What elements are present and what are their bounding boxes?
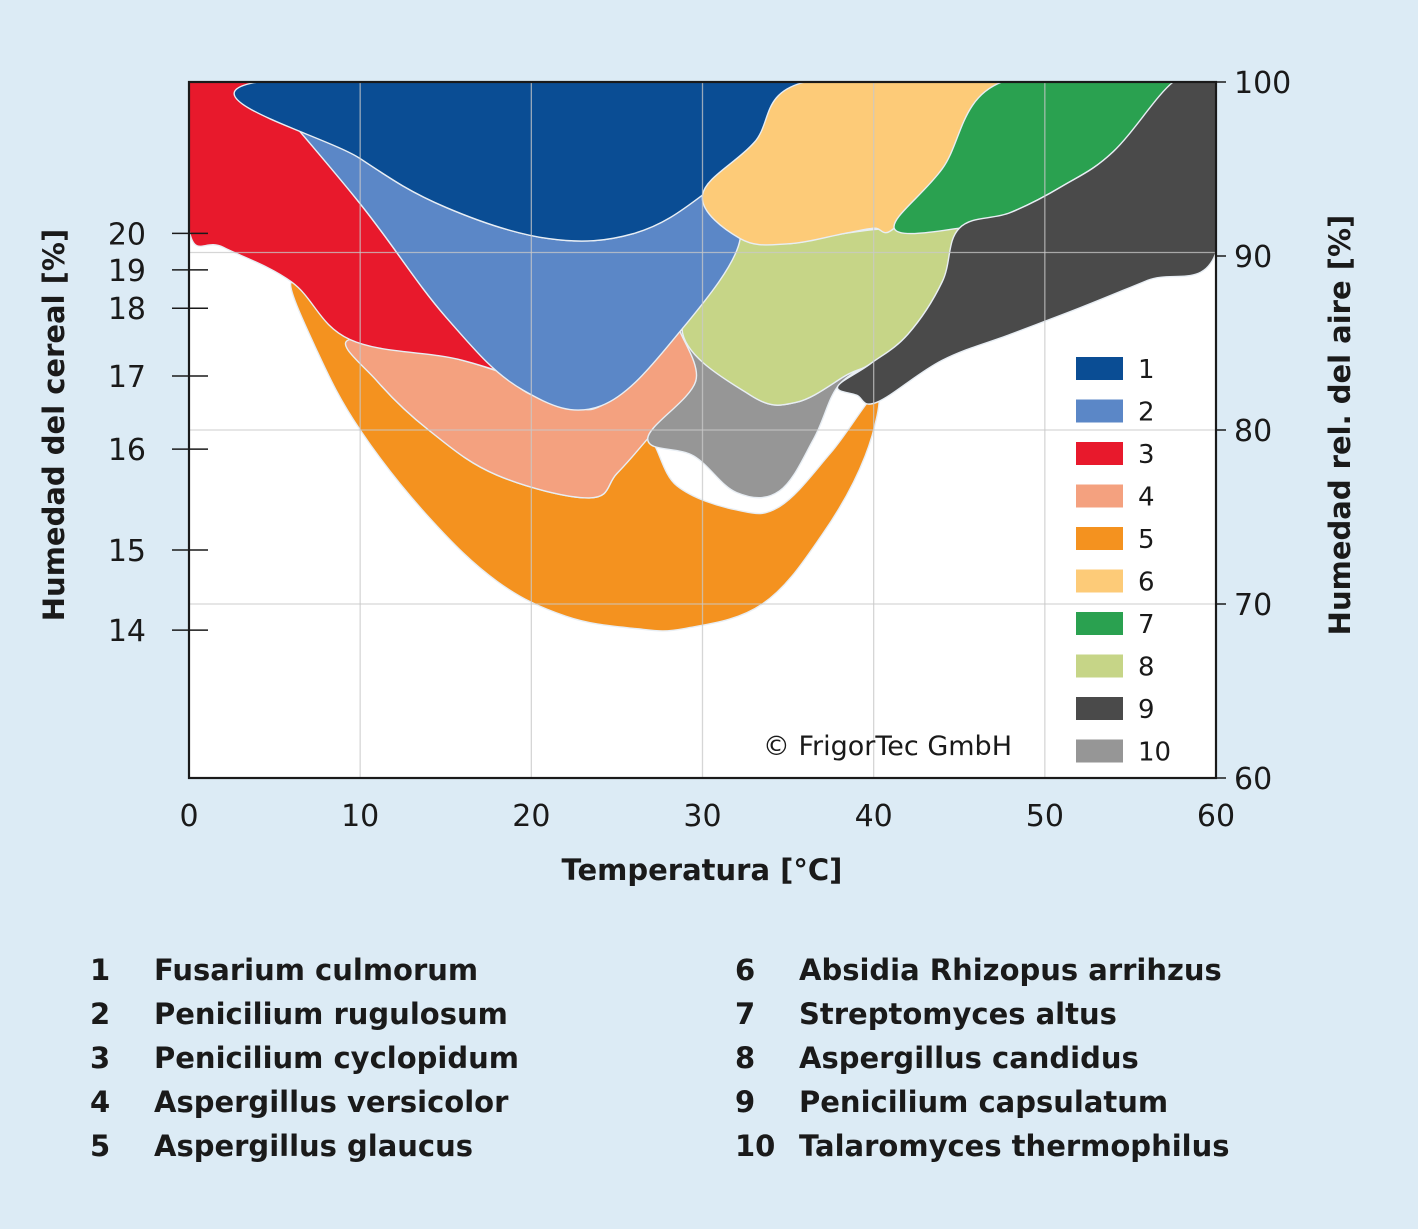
species-column-left: 1 Fusarium culmorum 2 Penicilium rugulosum… <box>90 948 519 1168</box>
x-tick-label: 40 <box>855 799 893 834</box>
x-tick-label: 60 <box>1197 799 1235 834</box>
species-name: Aspergillus candidus <box>799 1041 1139 1075</box>
left-tick-label: 16 <box>108 433 146 468</box>
legend-label: 6 <box>1138 568 1155 598</box>
grid-lines <box>189 82 1216 778</box>
species-item: 10 Talaromyces thermophilus <box>735 1124 1230 1168</box>
species-number: 5 <box>90 1129 111 1163</box>
left-tick-label: 19 <box>108 254 146 289</box>
species-name: Streptomyces altus <box>799 997 1117 1031</box>
legend: 1 2 3 4 5 6 7 8 9 10 <box>1076 355 1171 768</box>
right-tick-label: 90 <box>1234 240 1272 275</box>
legend-label: 8 <box>1138 653 1155 683</box>
x-tick-label: 30 <box>683 799 721 834</box>
species-item: 6 Absidia Rhizopus arrihzus <box>735 948 1230 992</box>
legend-swatch <box>1076 484 1123 508</box>
x-tick-label: 0 <box>179 799 198 834</box>
legend-label: 5 <box>1138 525 1155 555</box>
species-item: 1 Fusarium culmorum <box>90 948 519 992</box>
left-tick-label: 15 <box>108 534 146 569</box>
legend-swatch <box>1076 399 1123 423</box>
species-name: Absidia Rhizopus arrihzus <box>799 953 1222 987</box>
legend-label: 4 <box>1138 483 1155 513</box>
legend-swatch <box>1076 739 1123 763</box>
legend-swatch <box>1076 569 1123 593</box>
species-item: 2 Penicilium rugulosum <box>90 992 519 1036</box>
species-number: 8 <box>735 1041 756 1075</box>
legend-swatch <box>1076 697 1123 720</box>
species-number: 4 <box>90 1085 111 1119</box>
species-name: Aspergillus versicolor <box>154 1085 509 1119</box>
region-9 <box>836 82 1216 405</box>
x-axis-ticks: 0 10 20 30 40 50 60 <box>179 799 1235 834</box>
species-name: Penicilium cyclopidum <box>154 1041 519 1075</box>
legend-label: 7 <box>1138 610 1155 640</box>
legend-swatch <box>1076 612 1123 635</box>
species-name: Fusarium culmorum <box>154 953 479 987</box>
species-name: Talaromyces thermophilus <box>799 1129 1230 1163</box>
species-name: Penicilium capsulatum <box>799 1085 1169 1119</box>
region-1 <box>233 82 839 242</box>
left-tick-label: 18 <box>108 292 146 327</box>
copyright-annotation: © FrigorTec GmbH <box>763 731 1012 762</box>
species-number: 7 <box>735 997 756 1031</box>
species-item: 4 Aspergillus versicolor <box>90 1080 519 1124</box>
species-number: 2 <box>90 997 111 1031</box>
legend-label: 9 <box>1138 695 1155 725</box>
species-item: 8 Aspergillus candidus <box>735 1036 1230 1080</box>
species-item: 7 Streptomyces altus <box>735 992 1230 1036</box>
species-number: 6 <box>735 953 756 987</box>
species-number: 3 <box>90 1041 111 1075</box>
x-tick-label: 10 <box>341 799 379 834</box>
species-column-right: 6 Absidia Rhizopus arrihzus 7 Streptomyces… <box>735 948 1230 1168</box>
x-axis-title: Temperatura [°C] <box>562 853 843 887</box>
species-item: 3 Penicilium cyclopidum <box>90 1036 519 1080</box>
left-axis-title: Humedad del cereal [%] <box>37 229 71 621</box>
species-name: Aspergillus glaucus <box>154 1129 474 1163</box>
right-tick-label: 60 <box>1234 762 1272 797</box>
right-axis-title: Humedad rel. del aire [%] <box>1323 215 1357 636</box>
legend-swatch <box>1076 357 1123 380</box>
legend-label: 3 <box>1138 440 1155 470</box>
right-axis-ticks: 100 90 80 70 60 <box>1216 66 1291 797</box>
x-tick-label: 20 <box>512 799 550 834</box>
species-number: 10 <box>735 1129 776 1163</box>
right-tick-label: 70 <box>1234 588 1272 623</box>
legend-label: 1 <box>1138 355 1155 385</box>
x-tick-label: 50 <box>1026 799 1064 834</box>
left-tick-label: 14 <box>108 614 146 649</box>
mold-regions <box>189 82 1216 632</box>
left-tick-label: 20 <box>108 217 146 252</box>
legend-swatch <box>1076 527 1123 550</box>
species-name: Penicilium rugulosum <box>154 997 508 1031</box>
species-number: 1 <box>90 953 111 987</box>
species-item: 9 Penicilium capsulatum <box>735 1080 1230 1124</box>
species-number: 9 <box>735 1085 756 1119</box>
legend-swatch <box>1076 442 1123 465</box>
legend-label: 10 <box>1138 738 1171 768</box>
legend-label: 2 <box>1138 398 1155 428</box>
left-tick-label: 17 <box>108 360 146 395</box>
right-tick-label: 80 <box>1234 414 1272 449</box>
right-tick-label: 100 <box>1234 66 1291 101</box>
legend-swatch <box>1076 654 1123 678</box>
species-item: 5 Aspergillus glaucus <box>90 1124 519 1168</box>
